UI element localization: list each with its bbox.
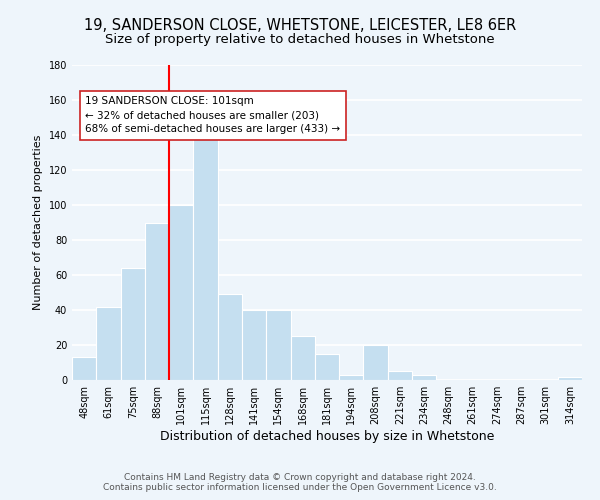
Bar <box>121 268 145 380</box>
Y-axis label: Number of detached properties: Number of detached properties <box>33 135 43 310</box>
Bar <box>96 306 121 380</box>
Bar <box>169 205 193 380</box>
Bar <box>193 136 218 380</box>
Bar <box>145 222 169 380</box>
Text: Contains HM Land Registry data © Crown copyright and database right 2024.
Contai: Contains HM Land Registry data © Crown c… <box>103 473 497 492</box>
Bar <box>315 354 339 380</box>
Bar <box>558 376 582 380</box>
Bar <box>339 375 364 380</box>
Bar <box>266 310 290 380</box>
Bar <box>218 294 242 380</box>
Text: 19 SANDERSON CLOSE: 101sqm
← 32% of detached houses are smaller (203)
68% of sem: 19 SANDERSON CLOSE: 101sqm ← 32% of deta… <box>85 96 340 134</box>
Bar <box>290 336 315 380</box>
Text: 19, SANDERSON CLOSE, WHETSTONE, LEICESTER, LE8 6ER: 19, SANDERSON CLOSE, WHETSTONE, LEICESTE… <box>84 18 516 32</box>
Bar <box>388 371 412 380</box>
Bar <box>242 310 266 380</box>
Bar <box>72 357 96 380</box>
Bar <box>364 345 388 380</box>
Bar <box>412 375 436 380</box>
Text: Size of property relative to detached houses in Whetstone: Size of property relative to detached ho… <box>105 32 495 46</box>
X-axis label: Distribution of detached houses by size in Whetstone: Distribution of detached houses by size … <box>160 430 494 443</box>
